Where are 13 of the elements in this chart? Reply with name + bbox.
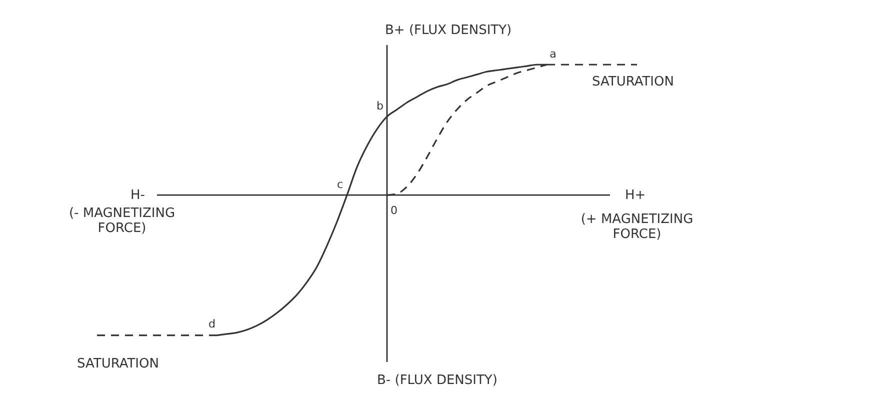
annotation: H- <box>130 188 146 204</box>
annotation: 0 <box>390 204 398 218</box>
series-label: SATURATION <box>77 356 159 372</box>
text: a <box>550 48 556 61</box>
series-label: SATURATION <box>592 74 674 90</box>
annotation: b <box>376 100 384 113</box>
annotation: (- MAGNETIZING FORCE) <box>68 206 176 236</box>
annotation: (+ MAGNETIZING FORCE) <box>580 212 694 242</box>
y-axis-title: B+ (FLUX DENSITY) <box>385 23 512 38</box>
x-axis-title: H+ <box>625 188 646 204</box>
text: B- (FLUX DENSITY) <box>377 373 498 388</box>
annotation: c <box>336 178 344 192</box>
annotation: d <box>208 317 216 330</box>
